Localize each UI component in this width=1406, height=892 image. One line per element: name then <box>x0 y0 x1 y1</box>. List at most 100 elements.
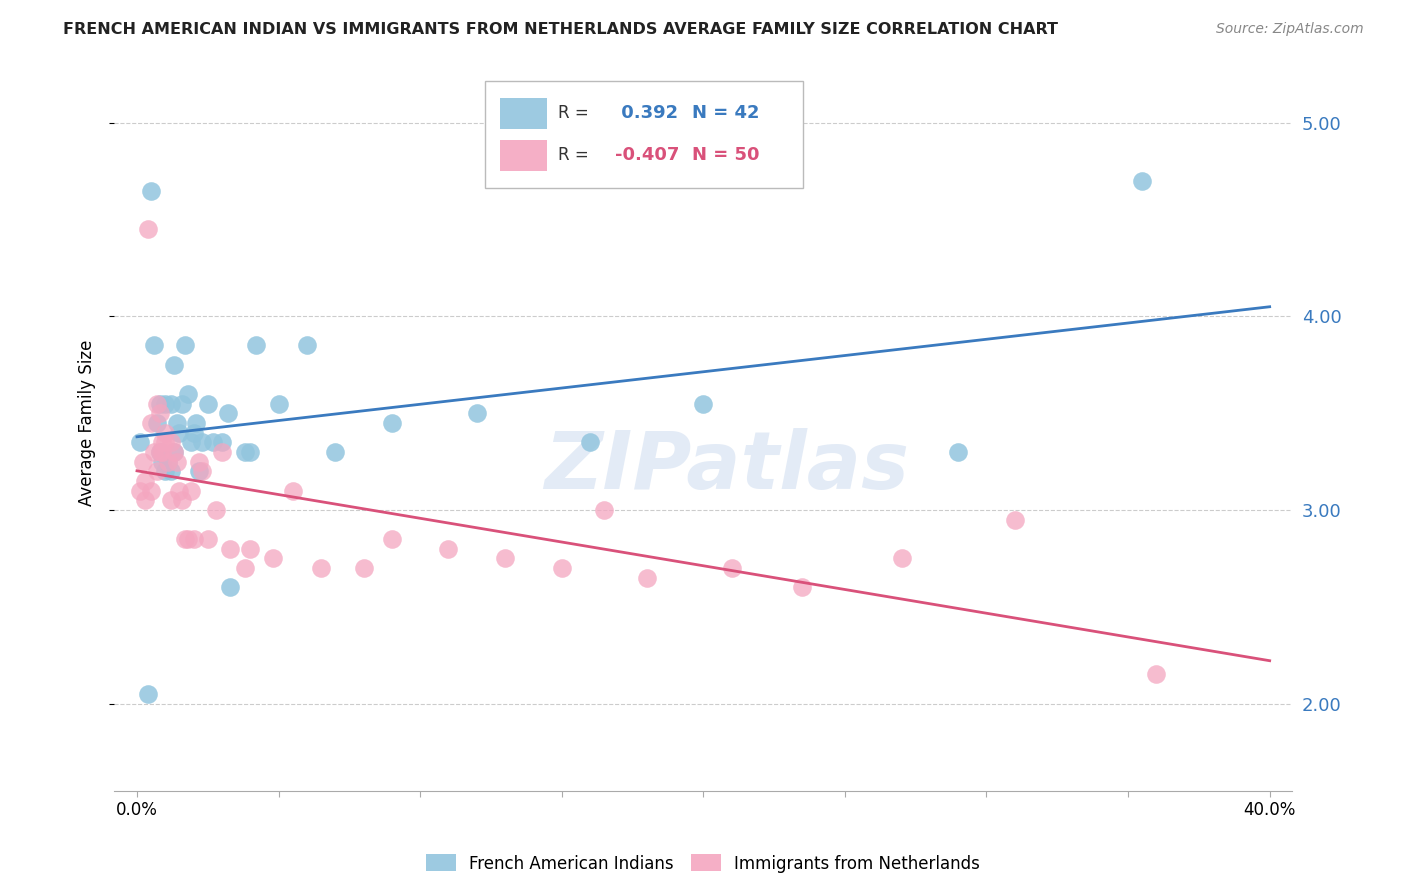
Point <box>593 503 616 517</box>
Point <box>146 464 169 478</box>
Point <box>146 396 169 410</box>
Point <box>166 416 188 430</box>
Text: N = 50: N = 50 <box>692 146 759 164</box>
Point <box>183 532 205 546</box>
Point <box>792 581 814 595</box>
Point <box>174 532 197 546</box>
Point <box>172 396 194 410</box>
Point <box>219 581 242 595</box>
Point <box>191 435 214 450</box>
Point <box>1144 667 1167 681</box>
Point <box>197 396 219 410</box>
Point <box>323 445 346 459</box>
Point <box>157 454 180 468</box>
Point <box>217 406 239 420</box>
Text: -0.407: -0.407 <box>614 146 679 164</box>
Point <box>245 338 267 352</box>
Point <box>172 493 194 508</box>
Point <box>465 406 488 420</box>
Point <box>155 396 177 410</box>
Point <box>183 425 205 440</box>
Point <box>152 454 174 468</box>
Point <box>160 493 183 508</box>
Point <box>174 338 197 352</box>
Point <box>160 396 183 410</box>
Point <box>186 416 208 430</box>
Text: R =: R = <box>558 146 589 164</box>
Point <box>149 406 172 420</box>
Point <box>233 561 256 575</box>
Point <box>494 551 516 566</box>
Point <box>233 445 256 459</box>
Point <box>160 464 183 478</box>
Point <box>202 435 225 450</box>
Point <box>163 445 186 459</box>
Point <box>267 396 290 410</box>
Point <box>1004 513 1026 527</box>
Point <box>946 445 969 459</box>
Point <box>205 503 228 517</box>
Point <box>143 445 166 459</box>
Point <box>136 687 159 701</box>
Point <box>155 435 177 450</box>
Point <box>219 541 242 556</box>
Point <box>188 454 211 468</box>
Point <box>180 435 202 450</box>
Point <box>149 445 172 459</box>
Point <box>239 445 262 459</box>
Text: Source: ZipAtlas.com: Source: ZipAtlas.com <box>1216 22 1364 37</box>
Point <box>692 396 714 410</box>
Point <box>239 541 262 556</box>
Bar <box>499 98 547 128</box>
Text: FRENCH AMERICAN INDIAN VS IMMIGRANTS FROM NETHERLANDS AVERAGE FAMILY SIZE CORREL: FRENCH AMERICAN INDIAN VS IMMIGRANTS FRO… <box>63 22 1059 37</box>
Point <box>128 435 150 450</box>
Point <box>579 435 602 450</box>
Point <box>166 454 188 468</box>
Point <box>134 493 156 508</box>
Point <box>188 464 211 478</box>
Point <box>139 483 162 498</box>
Point <box>197 532 219 546</box>
Point <box>177 532 200 546</box>
Point <box>139 416 162 430</box>
Text: ZIPatlas: ZIPatlas <box>544 428 910 506</box>
Point <box>134 474 156 488</box>
Point <box>295 338 318 352</box>
Point <box>136 222 159 236</box>
Point <box>191 464 214 478</box>
Point <box>211 445 233 459</box>
Point <box>180 483 202 498</box>
Point <box>353 561 375 575</box>
Point <box>128 483 150 498</box>
Point <box>163 445 186 459</box>
Point <box>149 445 172 459</box>
Point <box>163 358 186 372</box>
Point <box>146 416 169 430</box>
Bar <box>499 140 547 171</box>
Point <box>155 464 177 478</box>
Y-axis label: Average Family Size: Average Family Size <box>79 340 96 506</box>
Point <box>160 435 183 450</box>
Point <box>131 454 153 468</box>
Point <box>309 561 332 575</box>
Point <box>139 184 162 198</box>
Point <box>155 425 177 440</box>
Point <box>152 435 174 450</box>
Point <box>152 445 174 459</box>
Point <box>143 338 166 352</box>
Point <box>720 561 742 575</box>
Point <box>381 532 404 546</box>
Point <box>890 551 912 566</box>
Point <box>381 416 404 430</box>
Point <box>262 551 284 566</box>
Text: N = 42: N = 42 <box>692 103 759 121</box>
Text: 0.392: 0.392 <box>614 103 678 121</box>
Point <box>636 571 658 585</box>
Point <box>437 541 460 556</box>
Point <box>551 561 574 575</box>
Point <box>211 435 233 450</box>
Text: R =: R = <box>558 103 589 121</box>
Point <box>281 483 304 498</box>
Point <box>1130 174 1153 188</box>
Point <box>149 396 172 410</box>
